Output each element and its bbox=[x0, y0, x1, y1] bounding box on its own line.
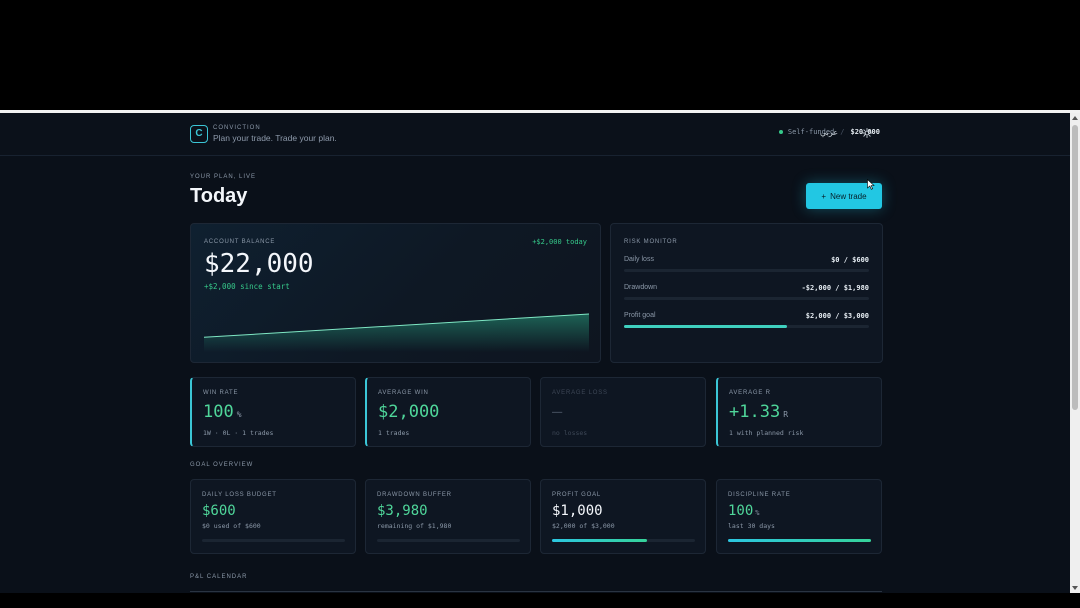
app-window: C CONVICTION Plan your trade. Trade your… bbox=[0, 113, 1070, 593]
goal-track bbox=[552, 539, 695, 542]
balance-sparkline bbox=[204, 313, 589, 352]
risk-track bbox=[624, 325, 869, 328]
goal-drawdown-buffer: DRAWDOWN BUFFER $3,980 remaining of $1,9… bbox=[365, 479, 531, 554]
risk-monitor-card: RISK MONITOR Daily loss $0 / $600 Drawdo… bbox=[610, 223, 883, 363]
goal-overview-heading: GOAL OVERVIEW bbox=[190, 462, 254, 468]
top-header: C CONVICTION Plan your trade. Trade your… bbox=[0, 113, 1070, 156]
stat-label: AVERAGE R bbox=[729, 390, 771, 396]
goal-label: DISCIPLINE RATE bbox=[728, 492, 791, 498]
stat-value: 100% bbox=[203, 402, 242, 422]
page-eyebrow: YOUR PLAN, LIVE bbox=[190, 174, 257, 180]
goal-daily-loss-budget: DAILY LOSS BUDGET $600 $0 used of $600 bbox=[190, 479, 356, 554]
stat-average-r: AVERAGE R +1.33 R 1 with planned risk bbox=[716, 377, 882, 447]
risk-track bbox=[624, 297, 869, 300]
balance-today-change: +$2,000 today bbox=[532, 238, 587, 246]
sun-icon[interactable] bbox=[862, 128, 872, 138]
stat-label: WIN RATE bbox=[203, 390, 239, 396]
new-trade-label: New trade bbox=[830, 191, 867, 201]
goal-label: DAILY LOSS BUDGET bbox=[202, 492, 277, 498]
balance-since-start: +$2,000 since start bbox=[204, 282, 290, 291]
goal-sub: remaining of $1,980 bbox=[377, 522, 452, 530]
account-type: Self-funded bbox=[787, 128, 835, 136]
balance-value: $22,000 bbox=[204, 249, 314, 279]
goal-sub: $0 used of $600 bbox=[202, 522, 261, 530]
goal-track bbox=[377, 539, 520, 542]
account-separator: / bbox=[840, 128, 845, 136]
goal-track bbox=[728, 539, 871, 542]
risk-name: Daily loss bbox=[624, 256, 654, 263]
pnl-calendar-top-border bbox=[190, 591, 882, 592]
goal-value: 100% bbox=[728, 503, 760, 519]
stat-win-rate: WIN RATE 100% 1W · 0L · 1 trades bbox=[190, 377, 356, 447]
new-trade-button[interactable]: + New trade bbox=[806, 183, 882, 209]
brand-tagline: Plan your trade. Trade your plan. bbox=[213, 133, 337, 143]
stat-sub: no losses bbox=[552, 429, 588, 437]
risk-name: Profit goal bbox=[624, 312, 656, 319]
sparkline-area bbox=[204, 314, 589, 352]
goal-sub: last 30 days bbox=[728, 522, 775, 530]
status-dot-icon bbox=[778, 130, 783, 134]
stat-average-win: AVERAGE WIN $2,000 1 trades bbox=[365, 377, 531, 447]
stat-value: +1.33 R bbox=[729, 402, 789, 422]
stat-average-loss: AVERAGE LOSS — no losses bbox=[540, 377, 706, 447]
screen-bottom-letterbox bbox=[0, 593, 1080, 608]
goal-value: $3,980 bbox=[377, 503, 428, 519]
page-title: Today bbox=[190, 185, 248, 207]
plus-icon: + bbox=[821, 191, 827, 201]
stat-sub: 1 trades bbox=[378, 429, 410, 437]
balance-label: ACCOUNT BALANCE bbox=[204, 239, 276, 245]
risk-row-drawdown: Drawdown -$2,000 / $1,980 bbox=[624, 284, 869, 300]
goal-profit-goal: PROFIT GOAL $1,000 $2,000 of $3,000 bbox=[540, 479, 706, 554]
mouse-cursor-icon bbox=[867, 179, 875, 190]
stat-sub: 1W · 0L · 1 trades bbox=[203, 429, 274, 437]
risk-value: $2,000 / $3,000 bbox=[805, 312, 869, 320]
goal-sub: $2,000 of $3,000 bbox=[552, 522, 615, 530]
risk-track bbox=[624, 269, 869, 272]
goal-value: $1,000 bbox=[552, 503, 603, 519]
stat-value: — bbox=[552, 402, 563, 422]
scroll-thumb[interactable] bbox=[1072, 125, 1078, 410]
stat-value: $2,000 bbox=[378, 402, 440, 422]
screen-top-letterbox bbox=[0, 0, 1080, 110]
risk-row-daily-loss: Daily loss $0 / $600 bbox=[624, 256, 869, 272]
risk-row-profit-goal: Profit goal $2,000 / $3,000 bbox=[624, 312, 869, 328]
goal-fill bbox=[552, 539, 648, 542]
goal-track bbox=[202, 539, 345, 542]
scroll-up-icon[interactable] bbox=[1072, 116, 1078, 120]
goal-value: $600 bbox=[202, 503, 236, 519]
sparkline-line bbox=[204, 313, 589, 338]
page-scrollbar[interactable] bbox=[1070, 113, 1080, 593]
risk-fill bbox=[624, 325, 788, 328]
brand-name: CONVICTION bbox=[213, 125, 261, 131]
risk-value: -$2,000 / $1,980 bbox=[801, 284, 869, 292]
risk-name: Drawdown bbox=[624, 284, 658, 291]
goal-label: DRAWDOWN BUFFER bbox=[377, 492, 452, 498]
pnl-calendar-heading: P&L CALENDAR bbox=[190, 574, 248, 580]
browser-edge bbox=[0, 110, 1080, 113]
goal-discipline-rate: DISCIPLINE RATE 100% last 30 days bbox=[716, 479, 882, 554]
goal-fill bbox=[728, 539, 871, 542]
language-toggle[interactable]: عربي bbox=[820, 128, 839, 137]
brand-logo[interactable]: C bbox=[190, 125, 208, 143]
risk-value: $0 / $600 bbox=[831, 256, 869, 264]
risk-monitor-label: RISK MONITOR bbox=[624, 239, 678, 245]
scroll-down-icon[interactable] bbox=[1072, 586, 1078, 590]
stat-label: AVERAGE WIN bbox=[378, 390, 429, 396]
goal-label: PROFIT GOAL bbox=[552, 492, 602, 498]
account-balance-card: ACCOUNT BALANCE +$2,000 today $22,000 +$… bbox=[190, 223, 601, 363]
stat-label: AVERAGE LOSS bbox=[552, 390, 608, 396]
stat-sub: 1 with planned risk bbox=[729, 429, 804, 437]
